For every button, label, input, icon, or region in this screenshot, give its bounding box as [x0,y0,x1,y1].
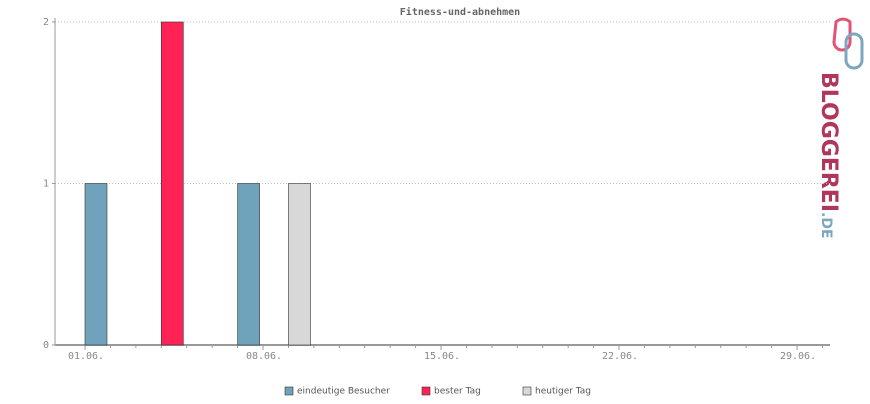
legend-label: eindeutige Besucher [297,387,390,397]
legend-swatch [284,386,294,396]
y-tick-label: 1 [43,179,49,190]
x-tick-label: 22.06. [602,351,638,362]
logo-text: BLOGGEREI.DE [816,72,841,239]
x-tick-label: 08.06. [246,351,282,362]
legend-swatch [522,386,532,396]
bar [237,183,260,346]
legend-label: bester Tag [434,387,481,397]
y-tick-label: 0 [43,340,49,351]
logo-word: BLOGGEREI [816,72,841,212]
legend-swatch [421,386,431,396]
legend-label: heutiger Tag [535,387,591,397]
bar [84,183,108,346]
x-tick-label: 15.06. [424,351,460,362]
bar [288,183,311,346]
logo: BLOGGEREI.DE [816,17,864,239]
logo-suffix: .DE [818,212,834,239]
x-tick-label: 01.06. [68,351,104,362]
chart-title: Fitness-und-abnehmen [400,6,520,18]
x-tick-label: 29.06. [780,351,816,362]
logo-icon [844,32,864,70]
bar [160,21,184,346]
y-tick-label: 2 [43,17,49,28]
logo-icon [832,17,852,52]
